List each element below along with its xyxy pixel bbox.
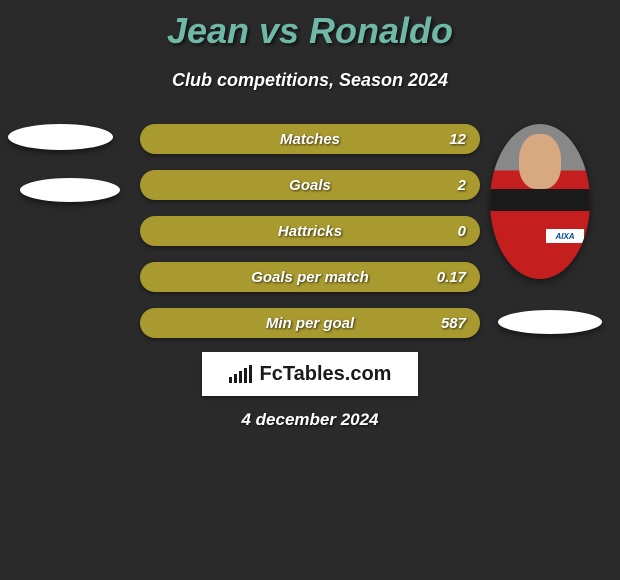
logo-bar-icon [249, 365, 252, 383]
stat-label: Goals per match [251, 269, 369, 286]
fctables-logo: FcTables.com [202, 352, 418, 396]
logo-bar-icon [229, 377, 232, 383]
jersey-sponsor: AIXA [546, 229, 584, 243]
logo-bar-icon [239, 371, 242, 383]
bar-chart-icon [229, 365, 254, 383]
avatar-head-icon [519, 134, 561, 189]
ellipse-icon [20, 178, 120, 202]
stat-row-goals-per-match: Goals per match 0.17 [140, 262, 480, 292]
logo-bar-icon [234, 374, 237, 383]
stat-row-min-per-goal: Min per goal 587 [140, 308, 480, 338]
page-title: Jean vs Ronaldo [0, 0, 620, 52]
jersey-stripe-icon [490, 189, 590, 211]
stat-label: Hattricks [278, 223, 342, 240]
left-player-placeholder [8, 124, 120, 202]
stat-value: 12 [449, 131, 466, 148]
logo-text: FcTables.com [260, 363, 392, 386]
stat-label: Min per goal [266, 315, 354, 332]
ellipse-icon [8, 124, 113, 150]
stat-row-matches: Matches 12 [140, 124, 480, 154]
right-player-avatar: AIXA [490, 124, 590, 279]
stat-row-goals: Goals 2 [140, 170, 480, 200]
avatar-jersey-icon: AIXA [490, 189, 590, 279]
stats-bars: Matches 12 Goals 2 Hattricks 0 Goals per… [140, 124, 480, 354]
stat-value: 587 [441, 315, 466, 332]
stat-value: 0.17 [437, 269, 466, 286]
subtitle: Club competitions, Season 2024 [0, 70, 620, 91]
stat-label: Matches [280, 131, 340, 148]
stat-value: 2 [458, 177, 466, 194]
date-label: 4 december 2024 [0, 410, 620, 430]
logo-bar-icon [244, 368, 247, 383]
stat-row-hattricks: Hattricks 0 [140, 216, 480, 246]
stat-label: Goals [289, 177, 331, 194]
stat-value: 0 [458, 223, 466, 240]
ellipse-icon [498, 310, 602, 334]
